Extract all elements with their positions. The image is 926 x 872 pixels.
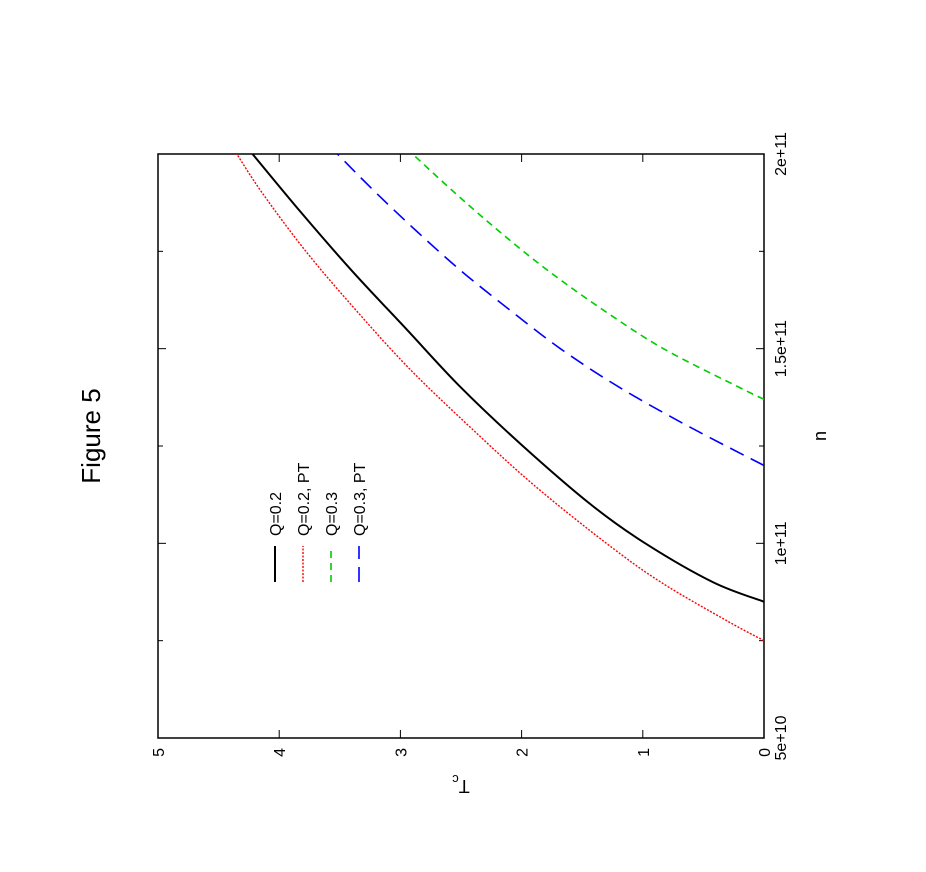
- y-tick-label: 2: [515, 748, 532, 757]
- x-axis-label: n: [810, 431, 830, 441]
- legend-label-2: Q=0.3: [324, 492, 341, 536]
- y-tick-label: 3: [393, 748, 410, 757]
- series-line-0: [251, 154, 764, 603]
- legend-label-1: Q=0.2, PT: [296, 462, 313, 536]
- x-ticks: 5e+10 1e+11 1.5e+11 2e+11: [158, 132, 790, 760]
- legend-label-0: Q=0.2: [268, 492, 285, 536]
- legend-label-3: Q=0.3, PT: [352, 462, 369, 536]
- legend: Q=0.2 Q=0.2, PT Q=0.3 Q=0.3, PT: [268, 462, 369, 582]
- y-axis-label-sub: c: [452, 772, 459, 787]
- series-line-2: [411, 154, 764, 401]
- y-axis-label-main: T: [459, 776, 470, 796]
- y-tick-label: 0: [757, 748, 774, 757]
- series-group: [236, 154, 764, 642]
- x-tick-label: 1.5e+11: [773, 320, 790, 377]
- chart-title: Figure 5: [76, 388, 106, 483]
- y-ticks: 0 1 2 3 4 5: [151, 154, 774, 757]
- y-tick-label: 4: [272, 748, 289, 757]
- series-line-3: [336, 154, 764, 467]
- x-tick-label: 2e+11: [773, 132, 790, 176]
- y-tick-label: 5: [151, 748, 168, 757]
- series-line-1: [236, 154, 764, 642]
- y-tick-label: 1: [636, 748, 653, 757]
- y-axis-label: Tc: [452, 772, 470, 796]
- x-tick-label: 1e+11: [773, 521, 790, 565]
- x-tick-label: 5e+10: [773, 715, 790, 760]
- plot-area: [157, 153, 765, 739]
